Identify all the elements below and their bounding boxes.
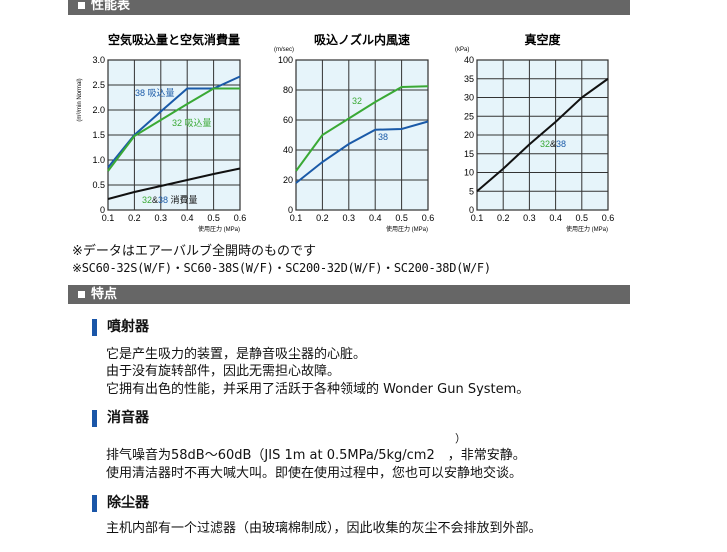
x-tick-label: 0.4 <box>549 213 562 223</box>
y-tick-label: 40 <box>464 55 474 65</box>
y-tick-label: 60 <box>283 115 293 125</box>
note-models: ※SC60-32S(W/F)・SC60-38S(W/F)・SC200-32D(W… <box>72 261 491 275</box>
y-tick-label: 20 <box>464 130 474 140</box>
y-axis-label: (m/sec) <box>274 47 294 53</box>
series-line <box>295 120 429 184</box>
series-label: 32 吸込量 <box>172 118 212 128</box>
y-tick-label: 15 <box>464 149 474 159</box>
section-header-features: 特点 <box>68 285 630 304</box>
x-tick-label: 0.1 <box>471 213 484 223</box>
y-tick-label: 3.0 <box>92 55 105 65</box>
series-line <box>107 167 241 200</box>
y-tick-label: 0 <box>469 205 474 215</box>
y-tick-label: 5 <box>469 186 474 196</box>
x-tick-label: 0.5 <box>576 213 589 223</box>
feature-text: 排气噪音为58dB～60dB（JIS 1m at 0.5MPa/5kg/cm2 … <box>106 448 526 463</box>
series-line <box>295 85 429 172</box>
plot-area <box>295 59 429 211</box>
x-tick-label: 0.2 <box>497 213 510 223</box>
y-tick-label: 0.5 <box>92 180 105 190</box>
series-line <box>107 87 240 172</box>
feature-text: 使用清洁器时不再大喊大叫。即使在使用过程中，您也可以安静地交谈。 <box>106 466 523 481</box>
y-tick-label: 40 <box>283 145 293 155</box>
y-axis-label: (m³/min Normal) <box>77 78 83 121</box>
section-title: 性能表 <box>91 0 131 13</box>
series-label: 32&38 消費量 <box>142 194 198 205</box>
chart-title: 真空度 <box>524 32 561 47</box>
x-tick-label: 0.4 <box>181 213 194 223</box>
x-tick-label: 0.1 <box>102 213 115 223</box>
feature-text: 它拥有出色的性能，并采用了活跃于各种领域的 Wonder Gun System。 <box>106 382 530 397</box>
y-axis-label: (kPa) <box>455 47 469 53</box>
x-tick-label: 0.1 <box>290 213 303 223</box>
x-tick-label: 0.3 <box>155 213 168 223</box>
feature-text: 由于没有旋转部件，因此无需担心故障。 <box>106 364 341 379</box>
y-tick-label: 2.0 <box>92 105 105 115</box>
x-tick-label: 0.3 <box>343 213 356 223</box>
y-tick-label: 0 <box>100 205 105 215</box>
x-tick-label: 0.6 <box>234 213 247 223</box>
y-tick-label: 35 <box>464 74 474 84</box>
series-label: 38 吸込量 <box>135 88 175 98</box>
y-tick-label: 25 <box>464 111 474 121</box>
x-tick-label: 0.5 <box>395 213 408 223</box>
x-axis-label: 使用圧力 (MPa) <box>198 225 240 233</box>
y-tick-label: 100 <box>278 55 293 65</box>
feature-text: 主机内部有一个过滤器（由玻璃棉制成），因此收集的灰尘不会排放到外部。 <box>106 521 542 536</box>
section-header-performance: 性能表 <box>68 0 630 15</box>
feature-title-dust-collector: 除尘器 <box>92 495 149 512</box>
section-title: 特点 <box>91 287 118 302</box>
x-axis-label: 使用圧力 (MPa) <box>386 225 428 233</box>
x-tick-label: 0.2 <box>316 213 329 223</box>
note-valve: ※データはエアーバルブ全開時のものです <box>72 244 316 259</box>
y-tick-label: 80 <box>283 85 293 95</box>
y-tick-label: 2.5 <box>92 80 105 90</box>
y-tick-label: 1.5 <box>92 130 105 140</box>
x-tick-label: 0.6 <box>422 213 435 223</box>
x-axis-label: 使用圧力 (MPa) <box>566 225 608 233</box>
square-bullet-icon <box>78 290 85 298</box>
y-tick-label: 0 <box>288 205 293 215</box>
feature-title-silencer: 消音器 <box>92 410 149 427</box>
performance-charts: 0.1 0.2 0.3 0.4 0.5 0.6 0 0.5 1.0 1.5 2.0 2.5 3.0空気吸… <box>77 32 615 233</box>
square-bullet-icon <box>78 1 85 9</box>
x-tick-label: 0.4 <box>369 213 382 223</box>
feature-title-ejector: 噴射器 <box>92 319 149 336</box>
series-label: 32&38 <box>540 139 566 149</box>
y-tick-label: 20 <box>283 175 293 185</box>
feature-text: 它是产生吸力的装置，是静音吸尘器的心脏。 <box>106 347 367 362</box>
x-tick-label: 0.6 <box>602 213 615 223</box>
x-tick-label: 0.5 <box>207 213 220 223</box>
feature-text-paren: ） <box>455 432 466 445</box>
chart-title: 吸込ノズル内風速 <box>314 32 410 47</box>
y-tick-label: 30 <box>464 93 474 103</box>
series-line <box>476 77 609 193</box>
series-label: 32 <box>352 96 362 106</box>
y-tick-label: 10 <box>464 168 474 178</box>
chart-title: 空気吸込量と空気消費量 <box>108 32 240 47</box>
x-tick-label: 0.3 <box>523 213 536 223</box>
x-tick-label: 0.2 <box>128 213 141 223</box>
y-tick-label: 1.0 <box>92 155 105 165</box>
series-label: 38 <box>378 132 388 142</box>
